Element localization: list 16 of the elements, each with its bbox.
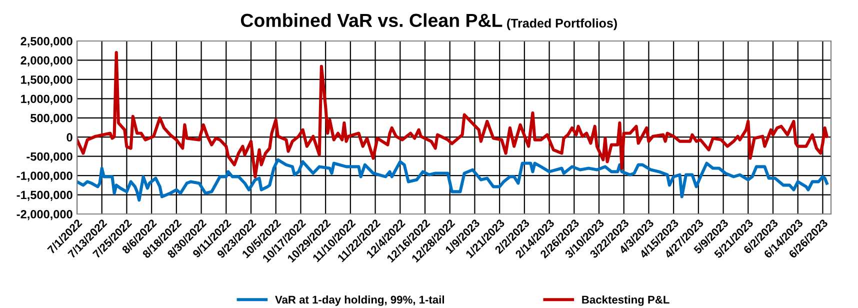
legend-label: Backtesting P&L: [582, 295, 670, 306]
y-tick-label: -2,000,000: [16, 210, 72, 220]
y-tick-label: 1,000,000: [21, 94, 72, 105]
y-tick-label: 0: [66, 133, 72, 142]
y-tick-label: 2,000,000: [20, 56, 72, 66]
y-tick-label: -500,000: [26, 152, 72, 162]
y-tick-label: 1,500,000: [21, 75, 72, 86]
y-tick-label: 2,500,000: [20, 37, 72, 48]
legend-label: VaR at 1-day holding, 99%, 1-tail: [275, 295, 444, 306]
y-tick-label: 500,000: [30, 114, 72, 124]
y-tick-label: -1,500,000: [16, 190, 72, 201]
chart-subtitle: (Traded Portfolios): [507, 18, 617, 30]
chart-title: Combined VaR vs. Clean P&L: [240, 13, 502, 28]
y-tick-label: -1,000,000: [16, 172, 72, 182]
line-series: [77, 51, 828, 178]
line-series: [77, 158, 828, 202]
